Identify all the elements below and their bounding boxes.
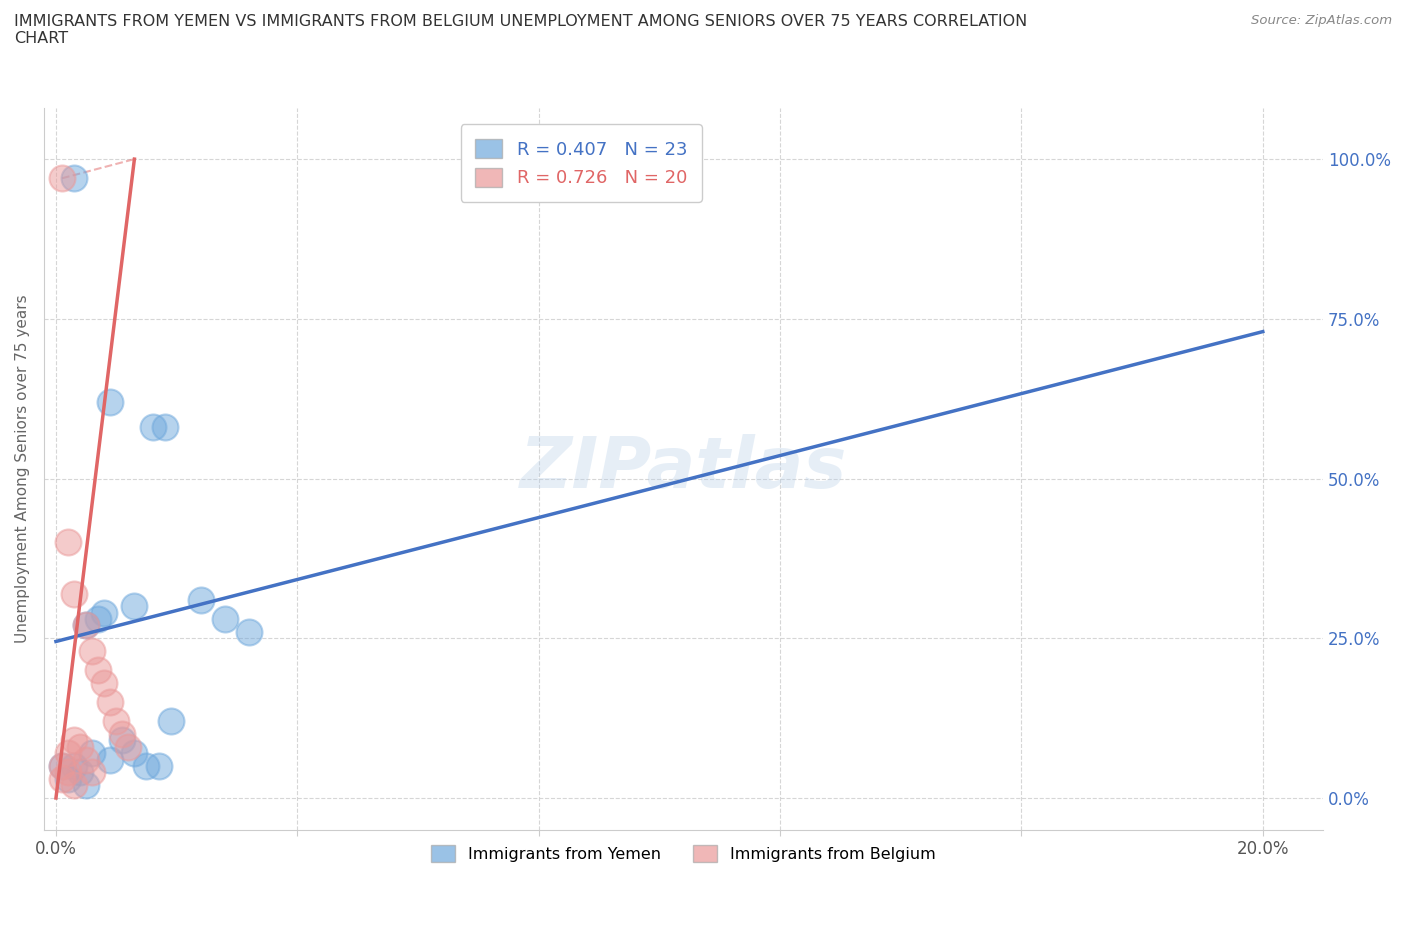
Point — [124, 599, 146, 614]
Point — [56, 535, 79, 550]
Point — [51, 171, 73, 186]
Point — [87, 663, 110, 678]
Point — [214, 612, 236, 627]
Point — [135, 759, 157, 774]
Point — [75, 777, 97, 792]
Point — [63, 777, 86, 792]
Point — [87, 612, 110, 627]
Point — [159, 714, 181, 729]
Point — [63, 586, 86, 601]
Text: IMMIGRANTS FROM YEMEN VS IMMIGRANTS FROM BELGIUM UNEMPLOYMENT AMONG SENIORS OVER: IMMIGRANTS FROM YEMEN VS IMMIGRANTS FROM… — [14, 14, 1028, 46]
Point — [105, 714, 128, 729]
Point — [82, 644, 104, 658]
Point — [111, 733, 134, 748]
Point — [93, 605, 115, 620]
Point — [98, 394, 121, 409]
Point — [93, 675, 115, 690]
Point — [148, 759, 170, 774]
Point — [51, 771, 73, 786]
Point — [124, 746, 146, 761]
Point — [238, 624, 260, 639]
Point — [51, 759, 73, 774]
Point — [141, 420, 163, 435]
Point — [75, 618, 97, 633]
Point — [63, 171, 86, 186]
Point — [117, 739, 139, 754]
Point — [63, 759, 86, 774]
Point — [56, 746, 79, 761]
Point — [63, 733, 86, 748]
Text: ZIPatlas: ZIPatlas — [520, 434, 848, 503]
Point — [75, 752, 97, 767]
Point — [51, 759, 73, 774]
Point — [56, 765, 79, 780]
Point — [56, 771, 79, 786]
Point — [82, 746, 104, 761]
Point — [111, 726, 134, 741]
Point — [190, 592, 212, 607]
Text: Source: ZipAtlas.com: Source: ZipAtlas.com — [1251, 14, 1392, 27]
Point — [75, 618, 97, 633]
Point — [69, 739, 91, 754]
Y-axis label: Unemployment Among Seniors over 75 years: Unemployment Among Seniors over 75 years — [15, 295, 30, 644]
Legend: Immigrants from Yemen, Immigrants from Belgium: Immigrants from Yemen, Immigrants from B… — [425, 839, 942, 869]
Point — [98, 695, 121, 710]
Point — [98, 752, 121, 767]
Point — [82, 765, 104, 780]
Point — [69, 765, 91, 780]
Point — [153, 420, 176, 435]
